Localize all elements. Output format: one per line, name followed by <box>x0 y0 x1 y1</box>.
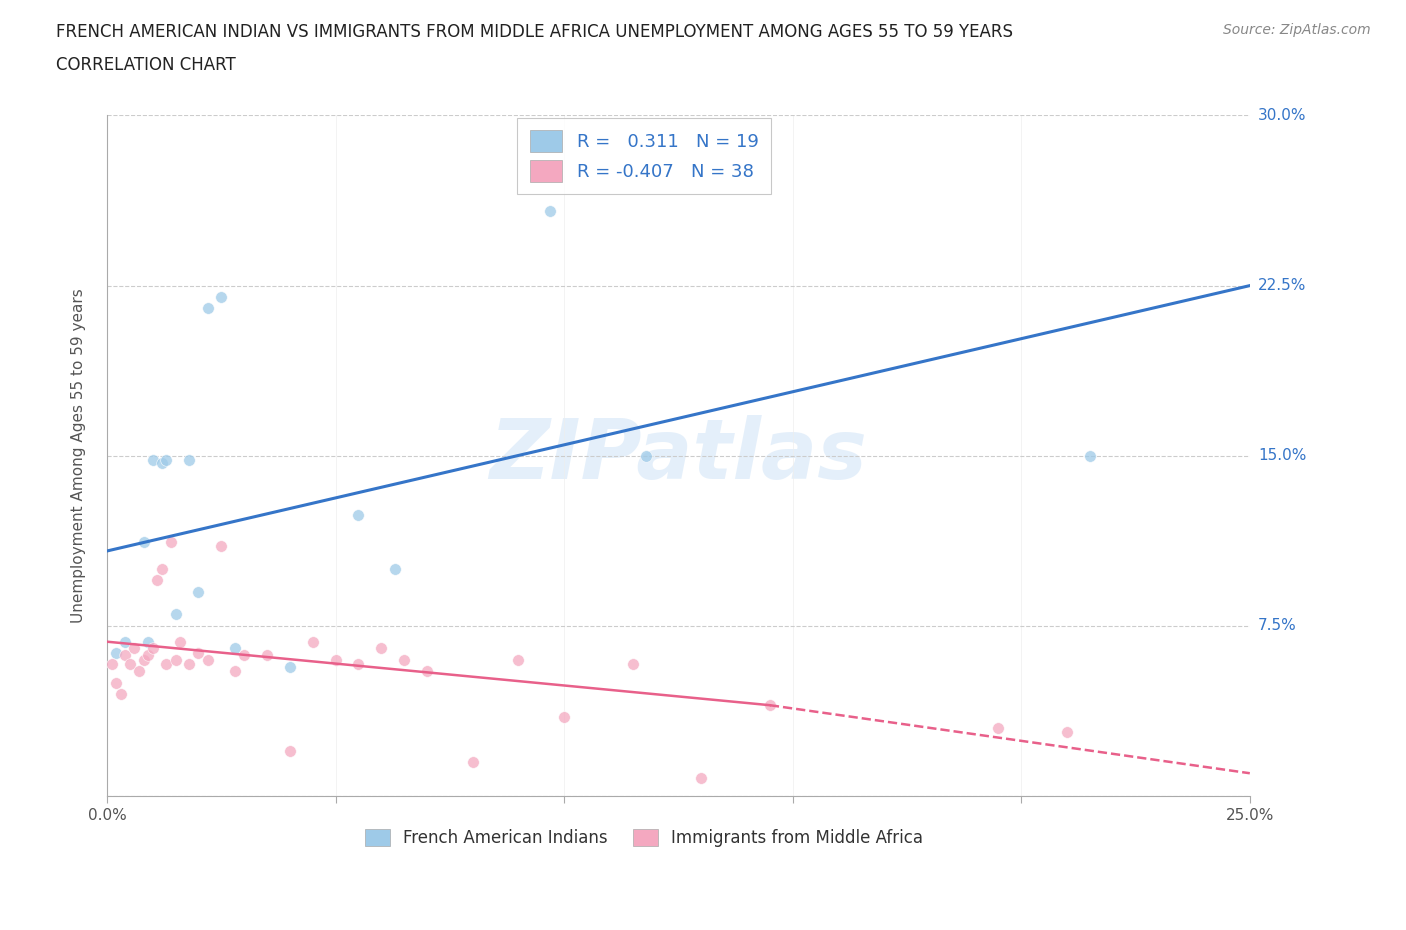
Point <box>142 641 165 656</box>
Point <box>105 645 128 660</box>
Point <box>165 653 187 668</box>
Point <box>155 453 177 468</box>
Point <box>636 448 658 463</box>
Point <box>150 455 173 470</box>
Point <box>197 300 219 315</box>
Point <box>179 453 201 468</box>
Point <box>160 535 183 550</box>
Point <box>392 653 415 668</box>
Point <box>197 653 219 668</box>
Point <box>1056 725 1078 740</box>
Point <box>370 641 392 656</box>
Point <box>347 657 370 671</box>
Point <box>540 204 562 219</box>
Point <box>209 289 232 304</box>
Point <box>128 664 150 679</box>
Y-axis label: Unemployment Among Ages 55 to 59 years: Unemployment Among Ages 55 to 59 years <box>72 288 86 623</box>
Point <box>155 657 177 671</box>
Text: 30.0%: 30.0% <box>1258 108 1306 123</box>
Point <box>384 562 406 577</box>
Point <box>256 648 278 663</box>
Point <box>278 743 301 758</box>
Point <box>132 535 155 550</box>
Point <box>136 634 159 649</box>
Point <box>301 634 323 649</box>
Point <box>136 648 159 663</box>
Point <box>347 507 370 522</box>
Point <box>100 657 122 671</box>
Text: Source: ZipAtlas.com: Source: ZipAtlas.com <box>1223 23 1371 37</box>
Point <box>118 657 141 671</box>
Text: 15.0%: 15.0% <box>1258 448 1306 463</box>
Text: 7.5%: 7.5% <box>1258 618 1296 633</box>
Text: CORRELATION CHART: CORRELATION CHART <box>56 56 236 73</box>
Point <box>150 562 173 577</box>
Point <box>146 573 169 588</box>
Point <box>508 653 530 668</box>
Point <box>224 664 246 679</box>
Point <box>1078 448 1101 463</box>
Point <box>142 453 165 468</box>
Point <box>132 653 155 668</box>
Point <box>124 641 146 656</box>
Point <box>114 648 136 663</box>
Point <box>233 648 256 663</box>
Point <box>987 721 1010 736</box>
Point <box>416 664 439 679</box>
Point <box>690 770 713 785</box>
Point <box>759 698 782 712</box>
Point <box>187 584 209 599</box>
Text: 22.5%: 22.5% <box>1258 278 1306 293</box>
Text: FRENCH AMERICAN INDIAN VS IMMIGRANTS FROM MIDDLE AFRICA UNEMPLOYMENT AMONG AGES : FRENCH AMERICAN INDIAN VS IMMIGRANTS FRO… <box>56 23 1014 41</box>
Point <box>110 686 132 701</box>
Point <box>325 653 347 668</box>
Point <box>169 634 191 649</box>
Point <box>179 657 201 671</box>
Point <box>621 657 644 671</box>
Point <box>187 645 209 660</box>
Point <box>278 659 301 674</box>
Point <box>461 754 484 769</box>
Point <box>114 634 136 649</box>
Point <box>209 539 232 554</box>
Point <box>165 607 187 622</box>
Point <box>553 709 575 724</box>
Point <box>224 641 246 656</box>
Point <box>105 675 128 690</box>
Legend: French American Indians, Immigrants from Middle Africa: French American Indians, Immigrants from… <box>357 821 932 856</box>
Text: ZIPatlas: ZIPatlas <box>489 415 868 497</box>
